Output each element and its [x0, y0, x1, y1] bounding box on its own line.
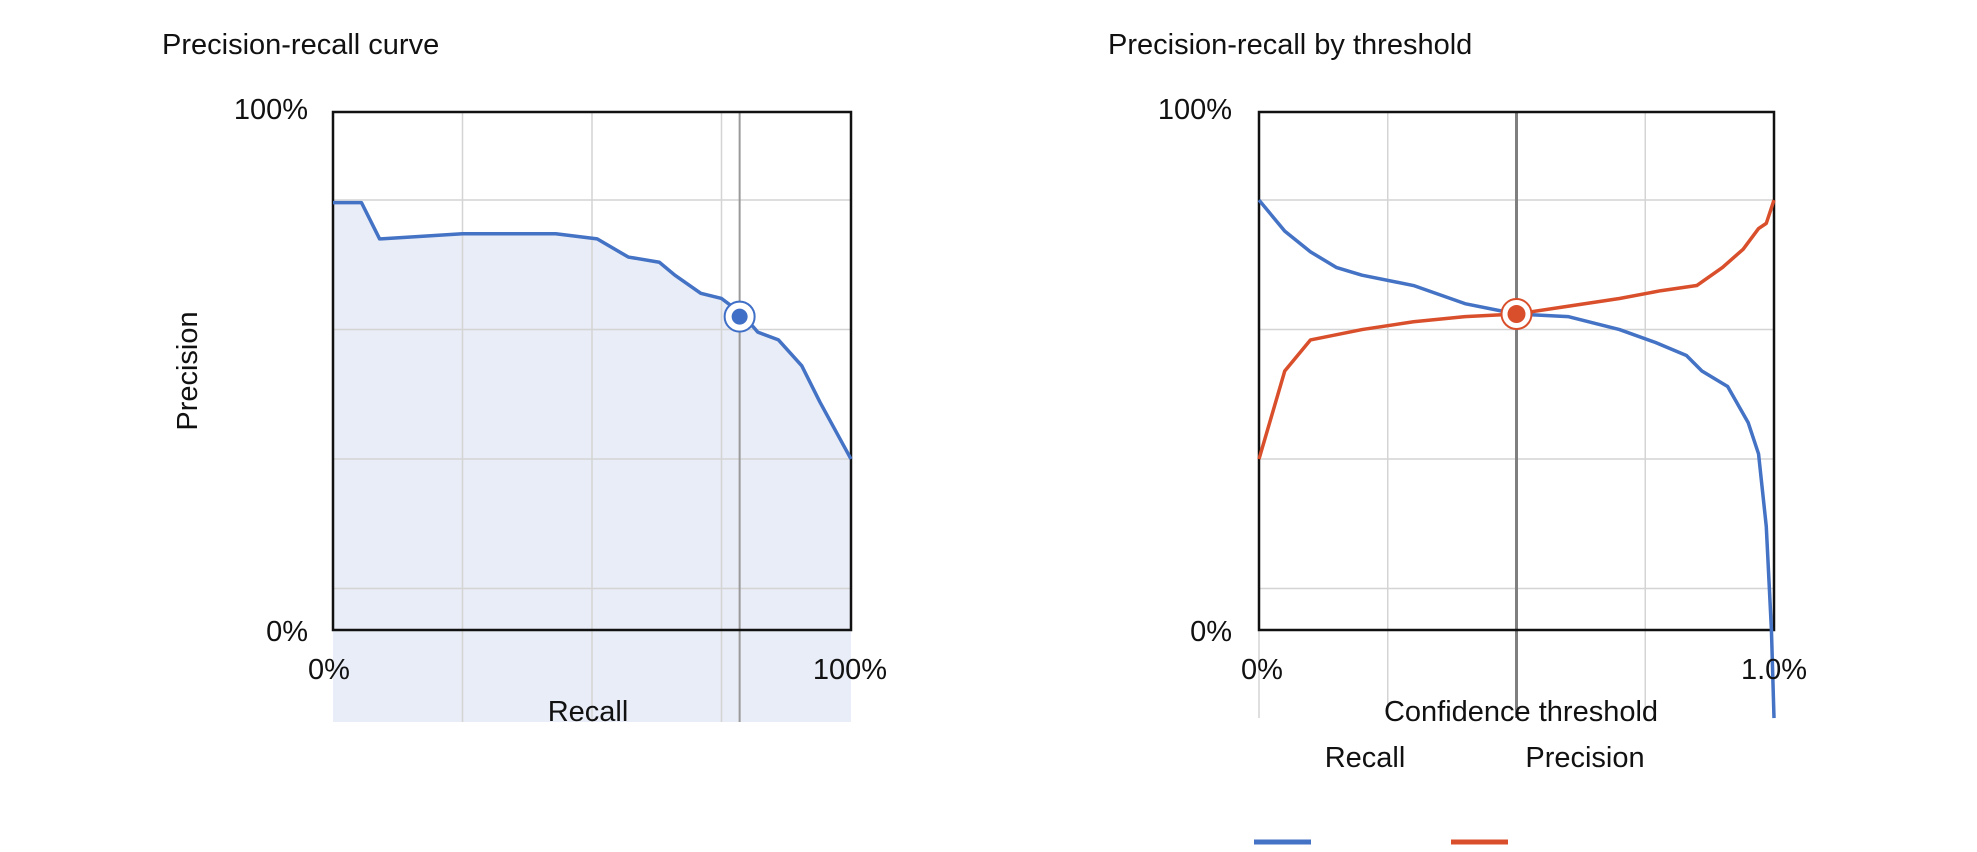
precision-recall-curve-chart: Precision-recall curve 100% 0% 0% 100% R…	[162, 29, 887, 728]
plot-frame	[1257, 110, 1776, 632]
series-line-precision	[1257, 199, 1776, 460]
plot-area	[1257, 110, 1776, 719]
y-axis-label: Precision	[172, 311, 204, 430]
x-tick-label: 0%	[1241, 654, 1283, 686]
legend-label-precision: Precision	[1525, 742, 1644, 774]
y-tick-label: 100%	[1158, 94, 1232, 126]
series-line-precision-recall	[333, 200, 853, 460]
y-tick-label: 0%	[266, 616, 308, 648]
legend: Recall Precision	[1254, 742, 1645, 845]
x-tick-label: 100%	[813, 654, 887, 686]
chart-title: Precision-recall by threshold	[1108, 29, 1472, 61]
plot-area	[331, 110, 853, 722]
selected-point	[1507, 305, 1526, 324]
x-tick-label: 1.0%	[1741, 654, 1807, 686]
x-tick-label: 0%	[308, 654, 350, 686]
plot-frame	[331, 110, 853, 632]
selected-point	[731, 308, 748, 325]
x-axis-label: Recall	[548, 696, 629, 728]
legend-label-recall: Recall	[1325, 742, 1406, 774]
x-axis-label: Confidence threshold	[1384, 696, 1658, 728]
precision-recall-by-threshold-chart: Precision-recall by threshold 100% 0% 0%…	[1108, 29, 1807, 845]
y-tick-label: 0%	[1190, 616, 1232, 648]
chart-title: Precision-recall curve	[162, 29, 439, 61]
y-tick-label: 100%	[234, 94, 308, 126]
series-line-recall	[1257, 198, 1776, 719]
